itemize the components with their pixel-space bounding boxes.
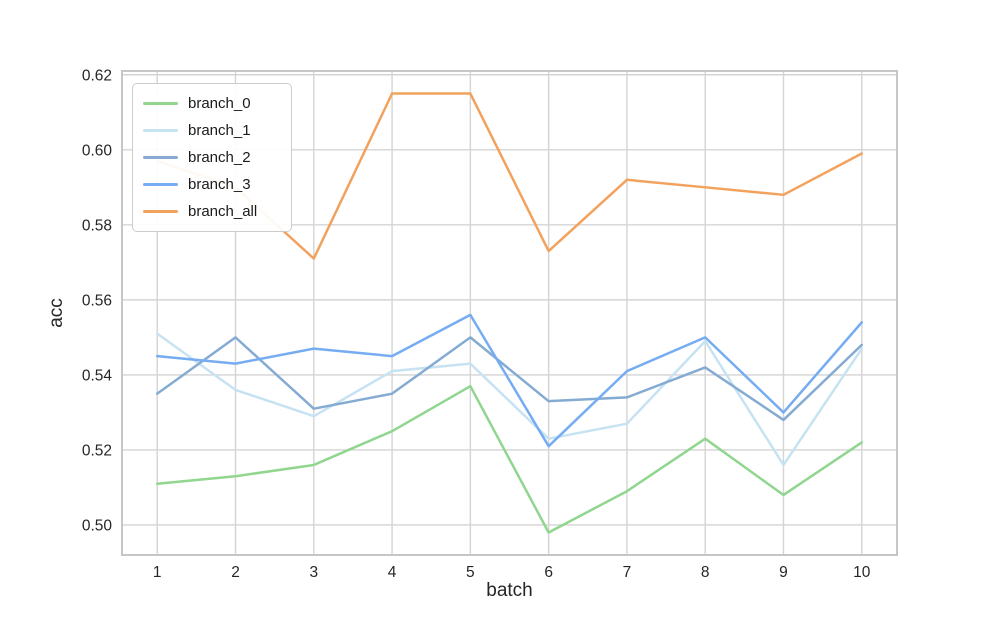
series-line-branch_3 — [155, 313, 864, 448]
x-tick-label-5: 5 — [466, 564, 475, 581]
legend-swatch-branch_1 — [143, 129, 178, 132]
legend-swatch-branch_all — [143, 210, 178, 213]
x-tick-label-1: 1 — [153, 564, 162, 581]
legend: branch_0 branch_1 branch_2 branch_3 branch_a… — [132, 83, 292, 232]
y-tick-label-0.60: 0.60 — [82, 142, 113, 159]
legend-item-branch_all: branch_all — [143, 201, 281, 222]
y-tick-label-0.56: 0.56 — [82, 292, 112, 309]
series-line-branch_2 — [155, 336, 864, 422]
legend-swatch-branch_3 — [143, 183, 178, 186]
legend-item-branch_3: branch_3 — [143, 174, 281, 195]
series-line-branch_1 — [155, 332, 864, 467]
y-tick-label-0.50: 0.50 — [82, 517, 113, 534]
y-tick-label-0.58: 0.58 — [82, 217, 112, 234]
x-tick-label-7: 7 — [623, 564, 632, 581]
y-axis-label: acc — [46, 298, 67, 328]
x-tick-label-3: 3 — [309, 564, 318, 581]
x-tick-label-4: 4 — [388, 564, 397, 581]
x-tick-label-10: 10 — [853, 564, 871, 581]
legend-label: branch_0 — [188, 95, 251, 112]
legend-swatch-branch_2 — [143, 156, 178, 159]
legend-label: branch_3 — [188, 176, 251, 193]
legend-label: branch_2 — [188, 149, 251, 166]
legend-item-branch_1: branch_1 — [143, 120, 281, 141]
x-tick-label-2: 2 — [231, 564, 240, 581]
y-tick-label-0.62: 0.62 — [82, 67, 112, 84]
series-line-branch_0 — [155, 384, 864, 534]
y-tick-label-0.54: 0.54 — [82, 367, 113, 384]
legend-swatch-branch_0 — [143, 102, 178, 105]
legend-label: branch_1 — [188, 122, 251, 139]
plot-border — [121, 70, 898, 556]
legend-label: branch_all — [188, 203, 258, 220]
y-tick-label-0.52: 0.52 — [82, 442, 112, 459]
legend-item-branch_0: branch_0 — [143, 93, 281, 114]
x-tick-label-6: 6 — [544, 564, 553, 581]
x-axis-label: batch — [486, 580, 533, 601]
x-tick-label-8: 8 — [701, 564, 710, 581]
x-tick-label-9: 9 — [779, 564, 788, 581]
legend-item-branch_2: branch_2 — [143, 147, 281, 168]
